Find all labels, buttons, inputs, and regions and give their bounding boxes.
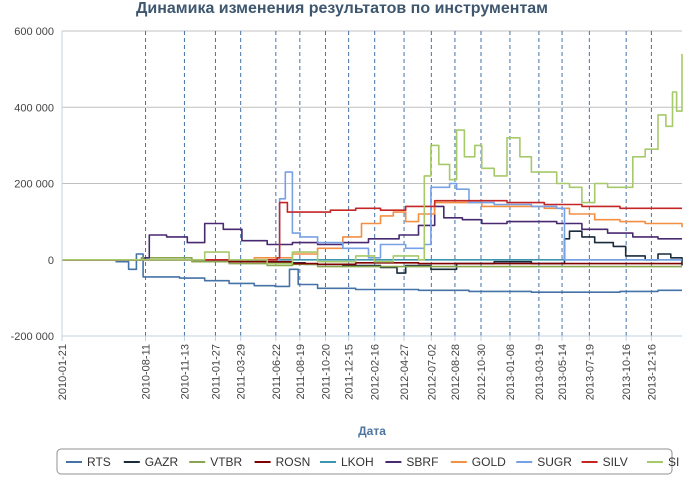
x-tick-label: 2011-06-22 — [271, 344, 283, 399]
x-axis-title: Дата — [358, 424, 386, 438]
x-tick-label: 2013-12-16 — [646, 344, 658, 400]
x-tick-label: 2013-01-08 — [505, 344, 517, 400]
x-tick-label: 2010-11-13 — [179, 344, 191, 399]
x-tick-label: 2011-08-19 — [295, 344, 307, 399]
legend-label: LKOH — [341, 455, 374, 469]
x-axis: 2010-01-21 2010-08-11 2010-11-13 2011-01-27… — [57, 335, 682, 400]
series-line-rosn — [62, 259, 682, 266]
x-tick-label: 2011-10-20 — [320, 344, 332, 399]
series-line-sugr — [62, 171, 682, 261]
legend-item-silv[interactable]: SILV — [581, 455, 628, 469]
series-line-vtbr — [62, 257, 682, 268]
series-line-rts — [62, 253, 682, 293]
legend-label: GOLD — [472, 455, 506, 469]
series-line-si — [62, 53, 683, 265]
x-tick-label: 2011-03-29 — [236, 344, 248, 399]
legend-item-gazr[interactable]: GAZR — [123, 455, 179, 469]
x-tick-label: 2013-03-19 — [534, 344, 546, 400]
x-tick-label: 2012-07-02 — [426, 344, 438, 400]
legend-label: GAZR — [145, 455, 179, 469]
legend-item-sbrf[interactable]: SBRF — [385, 455, 438, 469]
legend-box — [56, 448, 673, 475]
x-tick-label: 2012-04-27 — [399, 344, 411, 400]
legend-label: SI — [668, 455, 679, 469]
y-tick-label: 0 — [48, 255, 54, 267]
x-tick-label: 2012-02-16 — [370, 344, 382, 400]
x-tick-label: 2012-08-28 — [450, 344, 462, 400]
x-tick-label: 2013-07-19 — [584, 344, 596, 400]
y-tick-label: 200 000 — [14, 179, 54, 191]
legend-label: VTBR — [210, 455, 242, 469]
y-tick-label: 400 000 — [14, 102, 54, 114]
x-tick-label: 2013-10-16 — [621, 344, 633, 400]
y-axis: -200 000 0 200 000 400 000 600 000 — [11, 26, 63, 343]
legend-label: RTS — [87, 455, 111, 469]
legend-item-rosn[interactable]: ROSN — [254, 455, 311, 469]
legend-item-lkoh[interactable]: LKOH — [320, 455, 374, 469]
series-line-silv — [62, 199, 682, 261]
series-lines — [62, 53, 683, 293]
legend-item-vtbr[interactable]: VTBR — [189, 455, 243, 469]
legend-label: SILV — [603, 455, 628, 469]
legend-item-sugr[interactable]: SUGR — [516, 455, 572, 469]
legend-label: ROSN — [276, 455, 311, 469]
legend-item-si[interactable]: SI — [647, 455, 679, 469]
x-tick-label: 2011-12-15 — [344, 344, 356, 399]
chart-title: Динамика изменения результатов по инстру… — [136, 0, 548, 17]
x-tick-label: 2010-01-21 — [57, 344, 69, 400]
y-tick-label: -200 000 — [11, 331, 54, 343]
x-tick-label: 2011-01-27 — [210, 344, 222, 399]
y-tick-label: 600 000 — [14, 26, 54, 38]
x-tick-label: 2013-05-14 — [557, 344, 569, 400]
legend-label: SBRF — [406, 455, 438, 469]
x-tick-label: 2010-08-11 — [141, 344, 153, 399]
legend-item-rts[interactable]: RTS — [66, 455, 111, 469]
x-tick-label: 2012-10-30 — [476, 344, 488, 400]
legend-item-gold[interactable]: GOLD — [450, 455, 506, 469]
series-line-sbrf — [62, 205, 682, 261]
legend-label: SUGR — [537, 455, 572, 469]
legend: RTS GAZR VTBR ROSN LKOH SBRF GOLD SUGR SILV SI — [66, 455, 679, 469]
